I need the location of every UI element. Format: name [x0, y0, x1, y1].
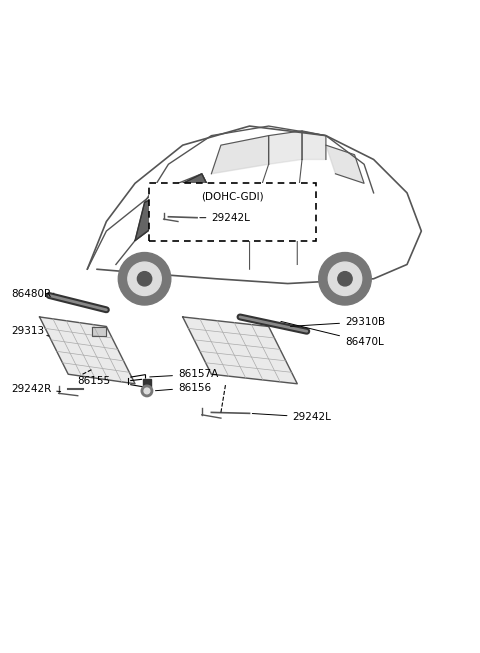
Polygon shape — [269, 131, 302, 165]
Text: 29313: 29313 — [11, 326, 49, 336]
Circle shape — [319, 253, 371, 305]
Text: 86156: 86156 — [156, 383, 211, 392]
Circle shape — [137, 272, 152, 286]
Text: 86480R: 86480R — [11, 289, 54, 299]
Circle shape — [328, 262, 362, 295]
Polygon shape — [92, 326, 107, 336]
Text: 29242R: 29242R — [11, 383, 60, 394]
Text: 29242L: 29242L — [252, 412, 331, 422]
Polygon shape — [135, 174, 211, 240]
Polygon shape — [326, 145, 364, 183]
Text: 86470L: 86470L — [281, 321, 384, 347]
Circle shape — [141, 385, 153, 396]
Text: 29242L: 29242L — [200, 213, 250, 223]
Polygon shape — [211, 136, 269, 174]
Text: (DOHC-GDI): (DOHC-GDI) — [202, 192, 264, 202]
Circle shape — [118, 253, 171, 305]
Text: 86155: 86155 — [78, 376, 111, 386]
Text: 29310B: 29310B — [290, 317, 385, 326]
Circle shape — [144, 388, 150, 394]
Polygon shape — [302, 131, 326, 159]
Polygon shape — [39, 317, 135, 384]
FancyBboxPatch shape — [149, 183, 316, 240]
Text: 86157A: 86157A — [150, 369, 218, 379]
Bar — [143, 379, 151, 387]
Polygon shape — [183, 317, 297, 384]
Circle shape — [128, 262, 161, 295]
Circle shape — [338, 272, 352, 286]
